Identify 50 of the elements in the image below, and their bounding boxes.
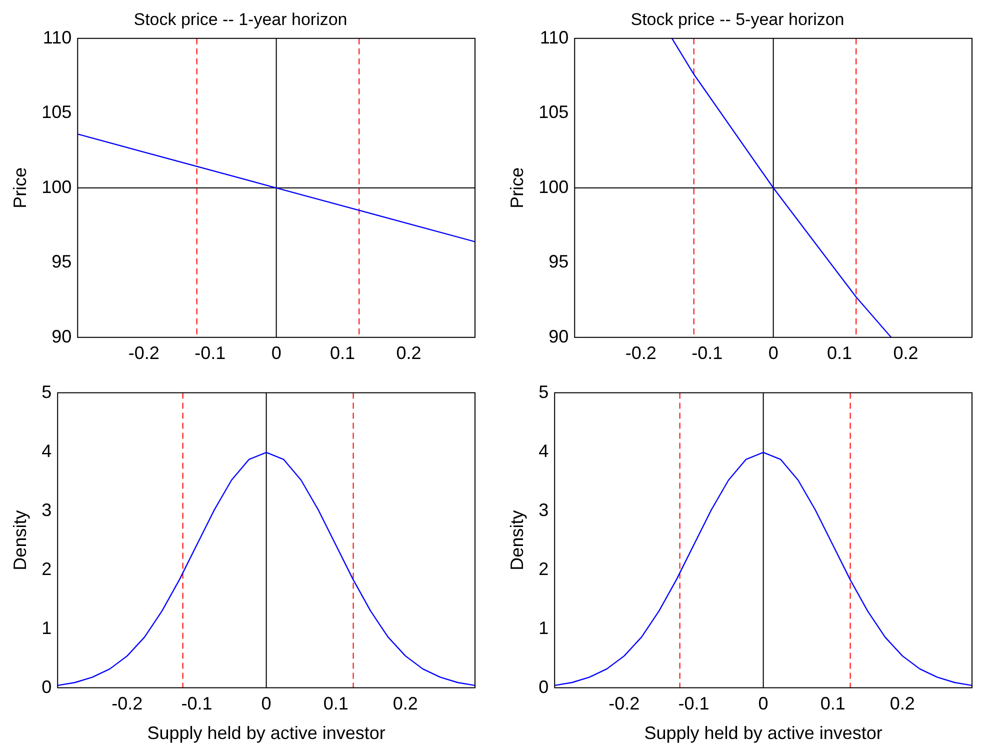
x-tick-label: 0.1 [827,343,852,364]
x-tick-label: -0.1 [678,694,710,714]
x-tick-label: 0.1 [330,343,356,364]
y-tick-label: 90 [548,326,569,346]
x-tick-label: 0 [261,694,272,714]
y-tick-label: 105 [42,102,72,122]
y-tick-label: 5 [42,382,52,402]
y-tick-label: 0 [538,676,549,697]
x-tick-label: 0 [758,694,768,714]
y-axis-title: Price [10,167,30,208]
x-tick-label: 0.2 [890,694,915,714]
y-axis-title: Density [506,510,527,570]
y-tick-label: 5 [538,382,549,402]
x-tick-label: -0.2 [608,694,640,714]
y-tick-label: 105 [538,102,569,122]
chart-title: Stock price -- 5-year horizon [630,10,844,29]
x-tick-label: 0.2 [893,343,918,364]
y-tick-label: 95 [548,252,569,272]
x-tick-label: 0.1 [820,694,846,714]
y-tick-label: 1 [42,618,52,638]
y-tick-label: 110 [540,27,569,48]
x-axis-title: Supply held by active investor [147,723,386,744]
y-tick-label: 1 [538,618,549,638]
y-tick-label: 90 [52,326,72,346]
y-tick-label: 2 [538,558,549,579]
y-tick-label: 3 [538,500,549,520]
y-tick-label: 95 [52,252,72,272]
y-axis-title: Density [10,510,30,570]
y-tick-label: 100 [538,176,569,197]
y-tick-label: 0 [42,676,52,697]
x-tick-label: -0.1 [692,343,723,364]
x-axis-title: Supply held by active investor [644,723,882,744]
x-tick-label: -0.2 [112,694,143,714]
y-axis-title: Price [506,167,527,208]
x-tick-label: -0.1 [194,343,226,364]
x-tick-label: 0.2 [396,343,422,364]
y-tick-label: 2 [42,558,52,579]
y-tick-label: 100 [42,176,72,197]
y-tick-label: 4 [42,440,52,461]
x-tick-label: 0.1 [323,694,348,714]
x-tick-label: -0.1 [181,694,212,714]
x-tick-label: 0 [768,343,778,364]
y-tick-label: 3 [42,500,52,520]
x-tick-label: 0 [271,343,282,364]
x-tick-label: 0.2 [392,694,418,714]
y-tick-label: 110 [42,27,72,48]
x-tick-label: -0.2 [625,343,656,364]
x-tick-label: -0.2 [128,343,160,364]
y-tick-label: 4 [538,440,549,461]
chart-title: Stock price -- 1-year horizon [134,10,348,29]
